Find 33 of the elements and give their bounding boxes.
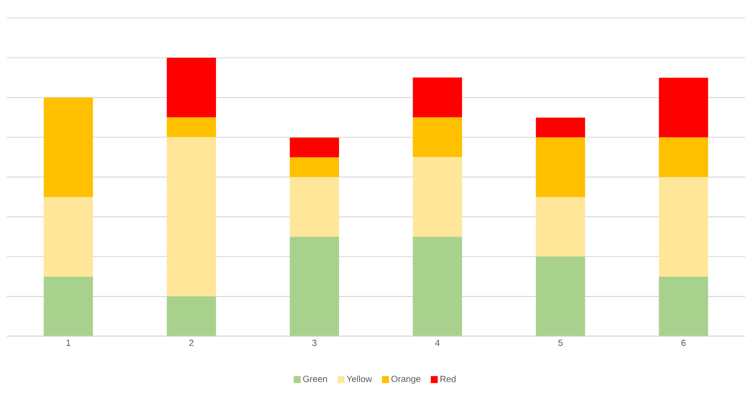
legend-label: Yellow (346, 376, 372, 382)
bar (536, 256, 586, 336)
bar (290, 236, 340, 336)
bar (658, 137, 708, 178)
bar (412, 117, 462, 158)
bar (290, 138, 340, 158)
bar (290, 177, 340, 237)
legend-label: Orange (391, 376, 420, 384)
x-tick-label: 5 (558, 340, 563, 346)
legend-label: Red (440, 376, 456, 382)
bar (44, 98, 93, 197)
bar (412, 77, 462, 118)
bar (658, 177, 708, 277)
bar (658, 78, 708, 138)
bar (166, 117, 216, 138)
legend-label: Green (303, 376, 327, 382)
bar (290, 157, 340, 178)
bar (536, 196, 586, 257)
x-tick-label: 2 (189, 340, 194, 346)
x-tick-label: 4 (435, 340, 440, 346)
bar (166, 137, 216, 296)
x-tick-label: 6 (681, 340, 686, 346)
bar (536, 137, 586, 197)
bar (658, 276, 708, 336)
bar (412, 157, 462, 237)
bar (536, 118, 586, 138)
bar (44, 196, 93, 277)
x-tick-label: 1 (66, 340, 70, 346)
bar (166, 296, 216, 336)
bar (44, 276, 93, 336)
bar (412, 236, 462, 336)
x-tick-label: 3 (312, 340, 317, 346)
bar (166, 58, 216, 118)
